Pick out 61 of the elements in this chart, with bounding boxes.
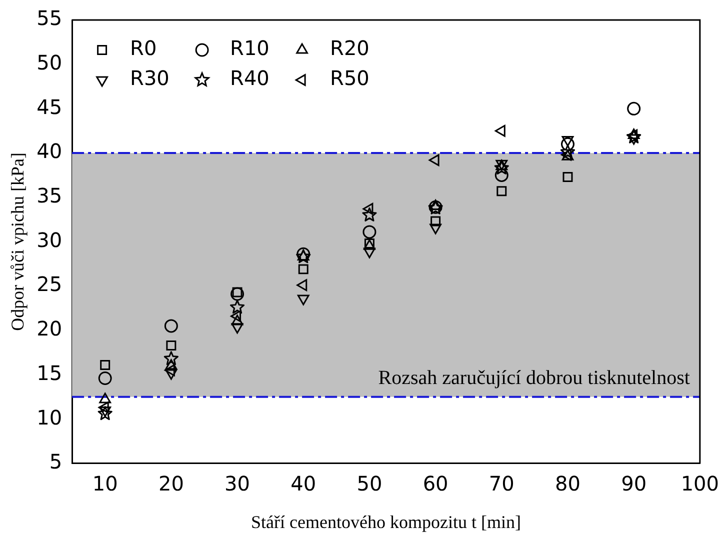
x-tick-label: 80 [555, 472, 580, 496]
y-tick-label: 25 [36, 272, 62, 296]
y-tick-label: 30 [36, 228, 62, 252]
y-tick-label: 45 [36, 94, 62, 119]
band-label: Rozsah zaručující dobrou tisknutelnost [378, 367, 690, 390]
point [428, 154, 440, 166]
point [496, 186, 507, 196]
y-axis-title: Odpor vůči vpichu [kPa] [8, 152, 28, 331]
x-tick-label: 50 [356, 472, 382, 496]
point [362, 225, 376, 239]
point [98, 402, 109, 414]
legend-label: R10 [230, 36, 270, 60]
y-tick-label: 35 [36, 184, 62, 208]
legend-label: R40 [230, 66, 270, 90]
x-tick-label: 40 [290, 472, 316, 496]
point [562, 172, 573, 182]
point [231, 314, 244, 326]
point [98, 372, 112, 386]
x-axis-title: Stáří cementového kompozitu t [min] [251, 512, 521, 532]
x-tick-label: 10 [92, 472, 118, 496]
y-tick-label: 50 [36, 50, 62, 75]
point [164, 351, 178, 366]
y-tick-label: 40 [36, 139, 62, 164]
y-tick-label: 5 [49, 450, 62, 474]
x-tick-label: 20 [158, 472, 184, 496]
point [298, 264, 308, 274]
y-tick-label: 15 [36, 360, 62, 385]
x-tick-label: 100 [680, 472, 720, 496]
legend-label: R50 [330, 66, 370, 90]
point [494, 168, 508, 182]
x-tick-label: 60 [422, 472, 448, 496]
point [99, 392, 112, 404]
point [165, 359, 178, 370]
point [166, 340, 176, 350]
x-tick-label: 90 [621, 472, 647, 496]
point [296, 279, 308, 292]
point [230, 300, 245, 314]
point [560, 144, 576, 158]
point [164, 319, 178, 333]
point [562, 150, 574, 160]
y-tick-label: 55 [36, 6, 62, 30]
point [430, 216, 441, 226]
legend-label: R0 [130, 36, 157, 60]
point [296, 247, 310, 261]
y-tick-label: 10 [36, 405, 62, 430]
legend-label: R20 [330, 36, 370, 60]
point [164, 364, 175, 376]
y-tick-label: 20 [36, 316, 62, 341]
point [362, 202, 374, 215]
point [560, 137, 574, 151]
point [230, 287, 244, 301]
point [362, 207, 377, 222]
point [494, 124, 506, 137]
point [98, 406, 112, 420]
point [494, 160, 509, 174]
point [100, 360, 110, 370]
legend-label: R30 [130, 66, 170, 90]
x-tick-label: 30 [224, 472, 250, 496]
point [230, 310, 242, 322]
x-tick-label: 70 [488, 472, 514, 496]
point [627, 102, 641, 116]
